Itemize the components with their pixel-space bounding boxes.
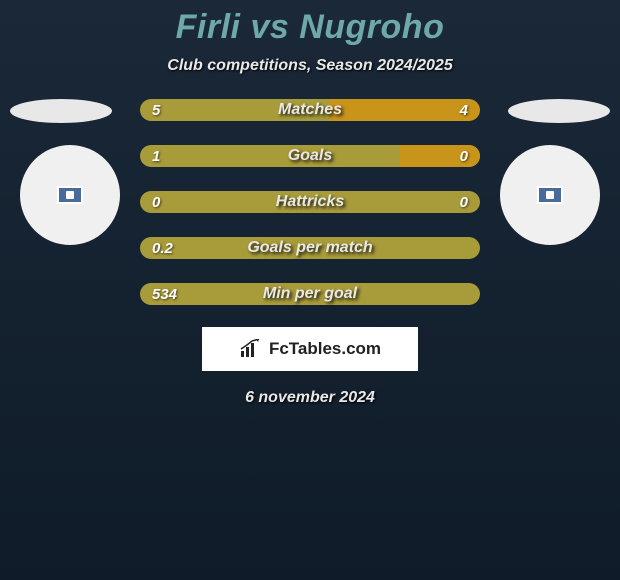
player-circle-right — [500, 145, 600, 245]
stat-row: 0.2 Goals per match — [140, 237, 480, 259]
bar-right — [400, 145, 480, 167]
comparison-area: 5 4 Matches 1 0 Goals 0 0 Hattricks 0.2 Goals per … — [0, 99, 620, 305]
stat-value-left: 0 — [152, 194, 160, 211]
fctables-logo[interactable]: FcTables.com — [202, 327, 418, 371]
widget-root: Firli vs Nugroho Club competitions, Seas… — [0, 0, 620, 407]
stat-row: 0 0 Hattricks — [140, 191, 480, 213]
stat-row: 534 Min per goal — [140, 283, 480, 305]
club-badge-right — [537, 186, 563, 204]
stat-label: Min per goal — [263, 285, 357, 303]
stat-value-right: 0 — [460, 148, 468, 165]
stat-label: Goals — [288, 147, 332, 165]
stat-value-right: 4 — [460, 102, 468, 119]
subtitle: Club competitions, Season 2024/2025 — [167, 57, 452, 75]
stat-row: 5 4 Matches — [140, 99, 480, 121]
date-label: 6 november 2024 — [245, 389, 375, 407]
stat-value-right: 0 — [460, 194, 468, 211]
stat-value-left: 0.2 — [152, 240, 173, 257]
player-oval-left — [10, 99, 112, 123]
player-circle-left — [20, 145, 120, 245]
stats-column: 5 4 Matches 1 0 Goals 0 0 Hattricks 0.2 Goals per … — [140, 99, 480, 305]
stat-value-left: 534 — [152, 286, 177, 303]
stat-value-left: 5 — [152, 102, 160, 119]
club-badge-left — [57, 186, 83, 204]
logo-text: FcTables.com — [269, 339, 381, 359]
chart-icon — [239, 339, 263, 359]
stat-value-left: 1 — [152, 148, 160, 165]
player-oval-right — [508, 99, 610, 123]
bar-right — [329, 99, 480, 121]
stat-label: Matches — [278, 101, 342, 119]
page-title: Firli vs Nugroho — [176, 8, 445, 47]
stat-label: Hattricks — [276, 193, 344, 211]
stat-label: Goals per match — [247, 239, 372, 257]
stat-row: 1 0 Goals — [140, 145, 480, 167]
